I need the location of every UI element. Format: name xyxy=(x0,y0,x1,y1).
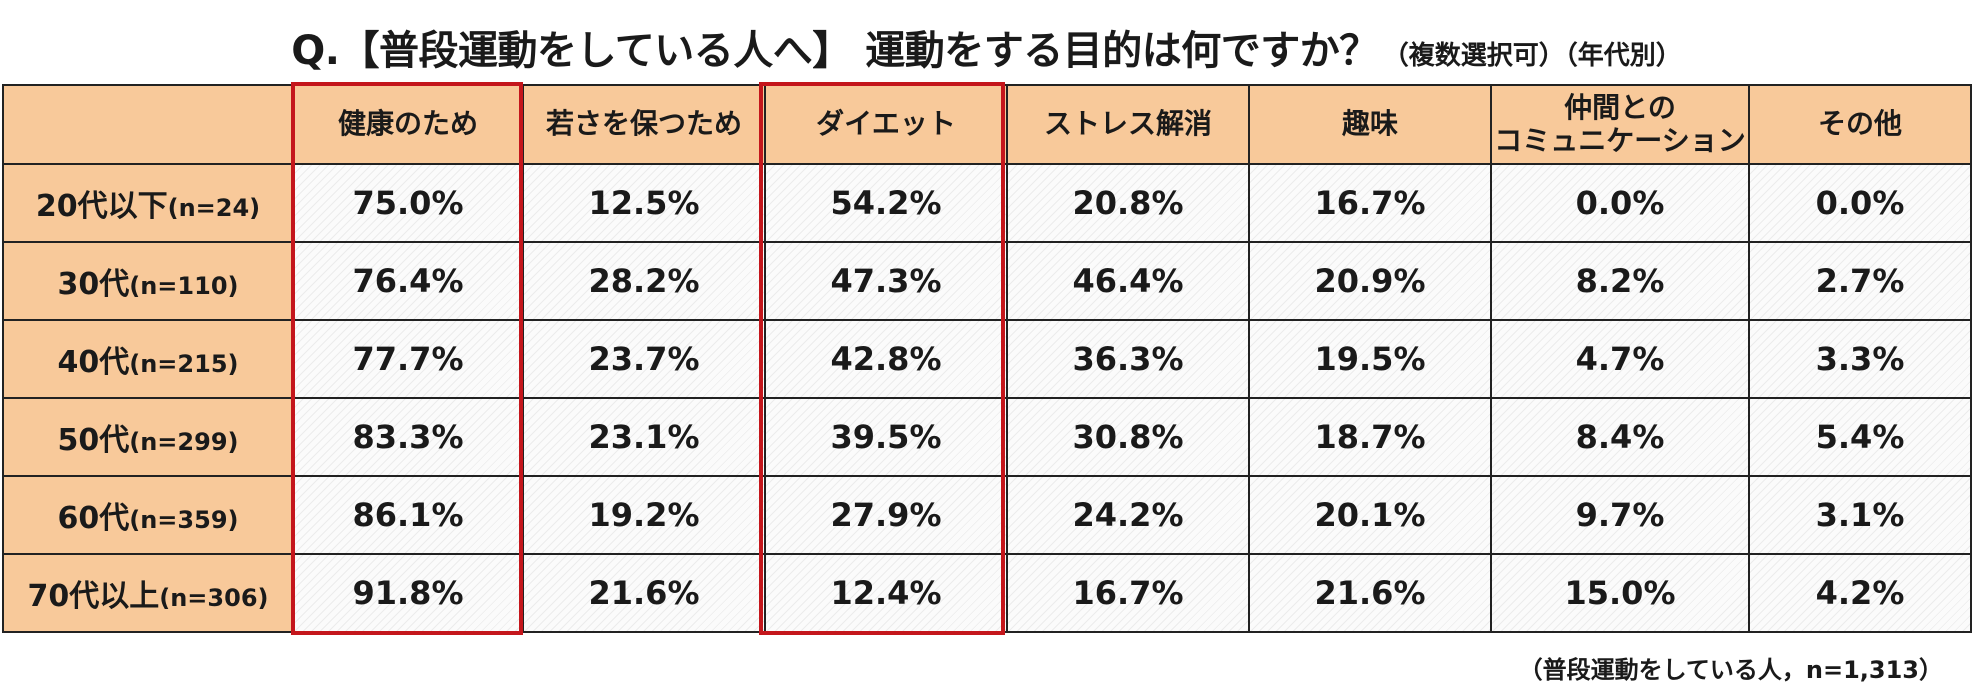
data-cell: 21.6% xyxy=(1248,553,1492,633)
data-cell: 5.4% xyxy=(1748,397,1972,477)
column-header: ストレス解消 xyxy=(1006,84,1250,165)
column-header: ダイエット xyxy=(764,84,1008,165)
column-header: 若さを保つため xyxy=(522,84,766,165)
results-table: 健康のため 若さを保つため ダイエット ストレス解消 趣味 仲間との コミュニケ… xyxy=(2,84,1972,633)
data-cell: 39.5% xyxy=(764,397,1008,477)
data-cell: 27.9% xyxy=(764,475,1008,555)
data-cell: 0.0% xyxy=(1490,163,1750,243)
header-corner xyxy=(2,84,294,165)
data-cell: 18.7% xyxy=(1248,397,1492,477)
row-header: 20代以下(n=24) xyxy=(2,163,294,243)
data-cell: 23.1% xyxy=(522,397,766,477)
data-cell: 42.8% xyxy=(764,319,1008,399)
table-row: 30代(n=110) 76.4% 28.2% 47.3% 46.4% 20.9%… xyxy=(2,241,1972,321)
data-cell: 36.3% xyxy=(1006,319,1250,399)
data-cell: 15.0% xyxy=(1490,553,1750,633)
data-cell: 8.4% xyxy=(1490,397,1750,477)
data-cell: 4.7% xyxy=(1490,319,1750,399)
row-header: 50代(n=299) xyxy=(2,397,294,477)
title-prefix: Q. xyxy=(291,28,340,74)
table-row: 60代(n=359) 86.1% 19.2% 27.9% 24.2% 20.1%… xyxy=(2,475,1972,555)
data-cell: 16.7% xyxy=(1006,553,1250,633)
data-cell: 19.2% xyxy=(522,475,766,555)
data-cell: 12.4% xyxy=(764,553,1008,633)
column-header: 仲間との コミュニケーション xyxy=(1490,84,1750,165)
data-cell: 16.7% xyxy=(1248,163,1492,243)
data-cell: 46.4% xyxy=(1006,241,1250,321)
data-cell: 47.3% xyxy=(764,241,1008,321)
data-cell: 12.5% xyxy=(522,163,766,243)
data-cell: 54.2% xyxy=(764,163,1008,243)
data-cell: 76.4% xyxy=(292,241,524,321)
data-cell: 3.1% xyxy=(1748,475,1972,555)
table-row: 20代以下(n=24) 75.0% 12.5% 54.2% 20.8% 16.7… xyxy=(2,163,1972,243)
row-header: 30代(n=110) xyxy=(2,241,294,321)
data-cell: 24.2% xyxy=(1006,475,1250,555)
table-row: 50代(n=299) 83.3% 23.1% 39.5% 30.8% 18.7%… xyxy=(2,397,1972,477)
data-cell: 20.1% xyxy=(1248,475,1492,555)
data-cell: 86.1% xyxy=(292,475,524,555)
row-header: 60代(n=359) xyxy=(2,475,294,555)
chart-title: Q.【普段運動をしている人へ】 運動をする目的は何ですか？ （複数選択可）（年代別… xyxy=(0,18,1973,76)
row-header: 40代(n=215) xyxy=(2,319,294,399)
data-cell: 30.8% xyxy=(1006,397,1250,477)
data-cell: 3.3% xyxy=(1748,319,1972,399)
data-cell: 8.2% xyxy=(1490,241,1750,321)
data-cell: 28.2% xyxy=(522,241,766,321)
data-cell: 91.8% xyxy=(292,553,524,633)
header-row: 健康のため 若さを保つため ダイエット ストレス解消 趣味 仲間との コミュニケ… xyxy=(2,84,1972,165)
data-cell: 19.5% xyxy=(1248,319,1492,399)
data-cell: 23.7% xyxy=(522,319,766,399)
data-cell: 21.6% xyxy=(522,553,766,633)
table-row: 70代以上(n=306) 91.8% 21.6% 12.4% 16.7% 21.… xyxy=(2,553,1972,633)
column-header: 健康のため xyxy=(292,84,524,165)
row-header: 70代以上(n=306) xyxy=(2,553,294,633)
data-cell: 20.8% xyxy=(1006,163,1250,243)
table-row: 40代(n=215) 77.7% 23.7% 42.8% 36.3% 19.5%… xyxy=(2,319,1972,399)
column-header: 趣味 xyxy=(1248,84,1492,165)
data-cell: 77.7% xyxy=(292,319,524,399)
data-cell: 83.3% xyxy=(292,397,524,477)
title-note: （複数選択可）（年代別） xyxy=(1382,41,1682,71)
sample-footnote: （普段運動をしている人，n=1,313） xyxy=(1518,656,1943,684)
data-cell: 9.7% xyxy=(1490,475,1750,555)
data-cell: 0.0% xyxy=(1748,163,1972,243)
column-header: その他 xyxy=(1748,84,1972,165)
data-cell: 2.7% xyxy=(1748,241,1972,321)
data-cell: 75.0% xyxy=(292,163,524,243)
data-cell: 20.9% xyxy=(1248,241,1492,321)
title-main: 【普段運動をしている人へ】 運動をする目的は何ですか？ xyxy=(339,28,1379,74)
data-cell: 4.2% xyxy=(1748,553,1972,633)
